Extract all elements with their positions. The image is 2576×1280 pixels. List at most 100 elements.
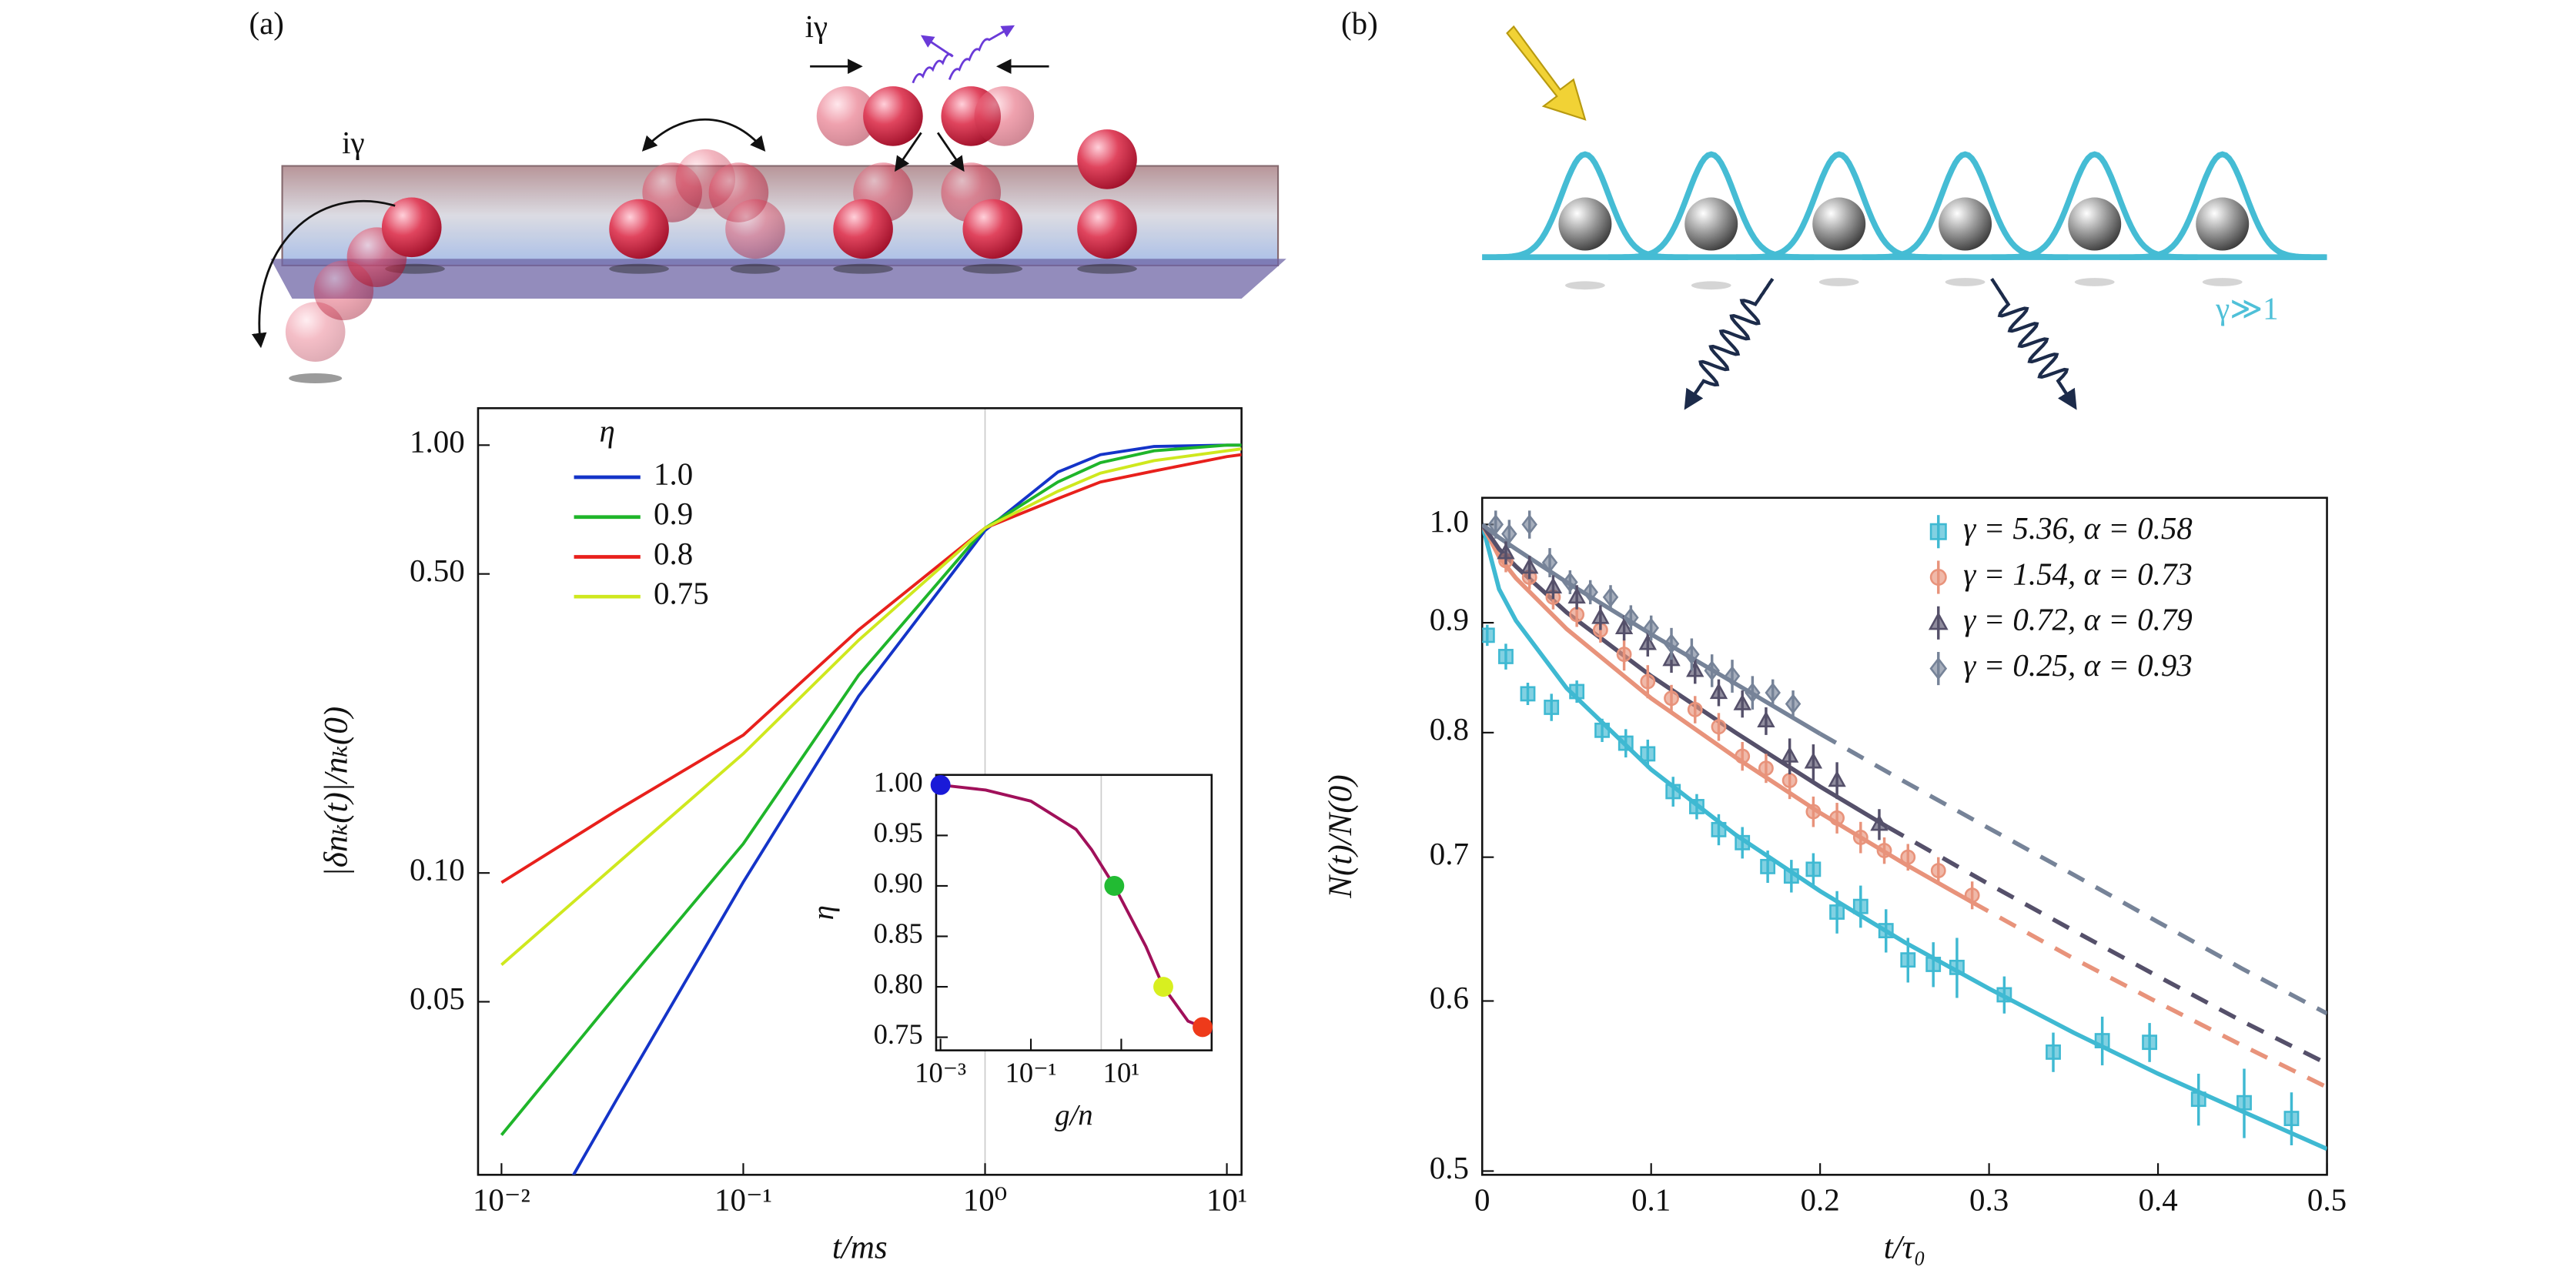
marker: [1541, 552, 1558, 573]
x-tick-label: 0.2: [1801, 1182, 1840, 1218]
legend-label: 0.9: [654, 496, 693, 531]
legend-title: η: [600, 413, 615, 448]
y-tick-label: 0.05: [410, 981, 465, 1016]
plot-frame: [477, 407, 1243, 1176]
marker: [1591, 607, 1610, 624]
marker: [2142, 1034, 2158, 1051]
y-tick-label: 1.0: [1430, 503, 1469, 539]
marker: [1949, 959, 1965, 975]
marker: [1929, 523, 1947, 540]
marker: [1711, 719, 1727, 735]
panel-label: (a): [249, 5, 283, 41]
x-tick-label: 10⁻³: [915, 1057, 966, 1088]
plot-frame: [1480, 496, 2328, 1176]
y-tick-label: 0.95: [874, 817, 923, 848]
legend-label: γ = 5.36, α = 0.58: [1963, 510, 2193, 546]
y-axis-label: N(t)/N(0): [1323, 774, 1359, 898]
x-tick-label: 10¹: [1103, 1057, 1140, 1088]
annotation: γ≫1: [2215, 291, 2278, 326]
x-tick-label: 0.5: [2307, 1182, 2347, 1218]
y-tick-label: 0.85: [874, 917, 923, 949]
marker: [1735, 834, 1751, 851]
marker: [1964, 887, 1980, 904]
y-tick-label: 0.9: [1430, 601, 1469, 637]
marker: [1687, 701, 1703, 717]
legend-label: γ = 1.54, α = 0.73: [1963, 556, 2193, 591]
marker: [1618, 735, 1634, 751]
marker: [1487, 514, 1504, 535]
marker: [1704, 660, 1720, 681]
marker: [2190, 1091, 2206, 1108]
y-tick-label: 0.5: [1430, 1150, 1469, 1185]
marker: [1878, 923, 1894, 939]
marker: [1870, 814, 1889, 831]
marker: [1735, 748, 1751, 764]
plot-area: [1482, 510, 2327, 1151]
marker: [1594, 722, 1610, 738]
marker: [1709, 682, 1728, 700]
marker: [2046, 1044, 2061, 1060]
line: [571, 443, 1242, 1175]
point: [1193, 1017, 1213, 1038]
y-tick-label: 0.50: [410, 553, 465, 588]
marker: [1805, 804, 1822, 820]
x-tick-label: 10⁻¹: [1005, 1057, 1057, 1088]
marker: [1640, 673, 1656, 690]
plot-frame: [935, 774, 1213, 1051]
marker: [1569, 683, 1585, 700]
x-tick-label: 10⁻²: [473, 1182, 530, 1218]
marker: [1757, 710, 1775, 727]
marker: [1930, 863, 1946, 879]
marker: [1876, 843, 1892, 858]
extrapolation-line: [1886, 825, 2327, 1066]
x-tick-label: 10⁰: [963, 1182, 1007, 1218]
marker: [1521, 557, 1539, 574]
chart: 10⁻³ 10⁻¹ 10¹ 0.75 0.80 0.85 0.90 0.95 1.00 g/n η: [807, 766, 1213, 1131]
chart: 0 0.1 0.2 0.3 0.4 0.5 1.0 0.9 0.8 0.7 0.6 0.5 t/τ₀ N(…: [1323, 496, 2347, 1266]
x-tick-label: 0: [1474, 1182, 1490, 1218]
x-tick-label: 0.3: [1969, 1182, 2009, 1218]
point: [1104, 876, 1125, 896]
line: [500, 447, 1242, 966]
y-tick-label: 0.10: [410, 852, 465, 887]
marker: [1665, 784, 1681, 800]
marker: [1614, 617, 1634, 635]
marker: [2094, 1033, 2110, 1048]
y-tick-label: 1.00: [410, 424, 465, 460]
x-axis-label: t/τ₀: [1884, 1230, 1925, 1266]
y-tick-label: 0.6: [1430, 980, 1469, 1015]
plot-area: [500, 443, 1242, 1175]
x-axis-label: t/ms: [832, 1230, 888, 1266]
marker: [1758, 760, 1774, 777]
marker: [1520, 686, 1536, 702]
marker: [1497, 543, 1515, 560]
marker: [1567, 587, 1586, 604]
marker: [1828, 770, 1846, 787]
marker: [1780, 746, 1799, 763]
x-axis-label: g/n: [1055, 1098, 1093, 1131]
illustration-a: iγ iγ: [251, 8, 1286, 383]
marker: [1900, 952, 1916, 968]
emission-arrow: [1990, 278, 2077, 410]
y-axis-label: |δnₖ(t)|/nₖ(0): [319, 707, 355, 877]
marker: [1623, 607, 1639, 628]
plot-background: [935, 774, 1212, 1051]
marker: [1562, 572, 1578, 593]
x-tick-label: 10⁻¹: [714, 1182, 772, 1218]
marker: [1900, 849, 1916, 865]
marker: [1760, 858, 1776, 874]
marker: [1498, 649, 1514, 664]
point: [930, 774, 951, 795]
marker: [1781, 773, 1798, 788]
marker: [1684, 643, 1700, 665]
panel-label: (b): [1341, 5, 1378, 41]
marker: [1616, 647, 1632, 663]
line: [500, 453, 1242, 884]
legend-label: γ = 0.72, α = 0.79: [1963, 602, 2193, 637]
x-tick-label: 0.1: [1631, 1182, 1671, 1218]
x-tick-label: 0.4: [2138, 1182, 2177, 1218]
marker: [1785, 693, 1802, 714]
marker: [1765, 682, 1781, 703]
annotation: iγ: [342, 125, 364, 160]
